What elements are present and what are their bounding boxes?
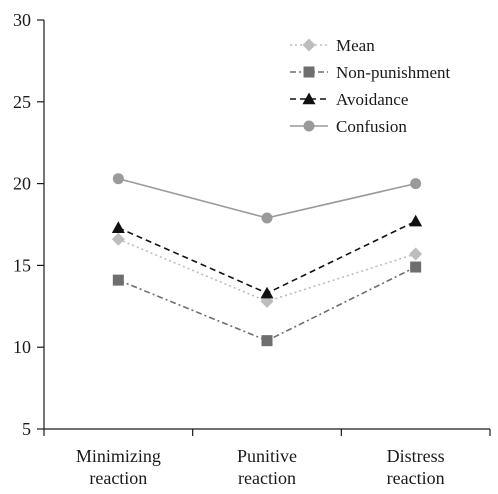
- series-avoidance: [111, 214, 423, 299]
- series-line: [118, 177, 416, 219]
- series-confusion: [112, 173, 422, 224]
- data-point: [409, 214, 423, 227]
- legend-marker: [302, 38, 316, 52]
- series-line: [118, 220, 417, 295]
- data-point: [410, 178, 422, 190]
- y-tick-label: 30: [13, 10, 31, 30]
- legend-item: Avoidance: [290, 90, 408, 109]
- legend-marker: [302, 92, 316, 105]
- legend-label: Avoidance: [336, 90, 408, 109]
- legend-label: Non-punishment: [336, 63, 451, 82]
- axes: 5 10 15 20 25 30 Minimizing reaction Punitive rea…: [13, 10, 491, 488]
- series-non-punishment: [112, 261, 422, 347]
- data-point: [261, 335, 273, 347]
- legend-item: Non-punishment: [290, 63, 451, 82]
- legend-marker: [303, 66, 315, 78]
- data-point: [112, 274, 124, 286]
- x-category-label: Punitive reaction: [237, 446, 297, 488]
- x-category-label: Distress reaction: [387, 446, 445, 488]
- x-category-label: Minimizing reaction: [76, 446, 161, 488]
- y-tick-label: 25: [13, 92, 31, 112]
- legend: Mean Non-punishment Avoidance Confusion: [290, 36, 451, 136]
- y-tick-label: 20: [13, 174, 31, 194]
- legend-item: Confusion: [290, 117, 407, 136]
- data-point: [261, 212, 273, 224]
- legend-item: Mean: [290, 36, 375, 55]
- data-point: [410, 261, 422, 273]
- series-layer: [111, 173, 423, 347]
- data-point: [111, 221, 125, 233]
- data-point: [409, 247, 423, 261]
- y-tick-label: 5: [22, 419, 31, 439]
- series-line: [118, 266, 417, 342]
- y-tick-label: 10: [13, 337, 31, 357]
- legend-marker: [303, 120, 315, 132]
- legend-label: Confusion: [336, 117, 407, 136]
- data-point: [111, 232, 125, 246]
- y-tick-label: 15: [13, 255, 31, 275]
- data-point: [260, 286, 274, 299]
- legend-label: Mean: [336, 36, 375, 55]
- data-point: [112, 173, 124, 185]
